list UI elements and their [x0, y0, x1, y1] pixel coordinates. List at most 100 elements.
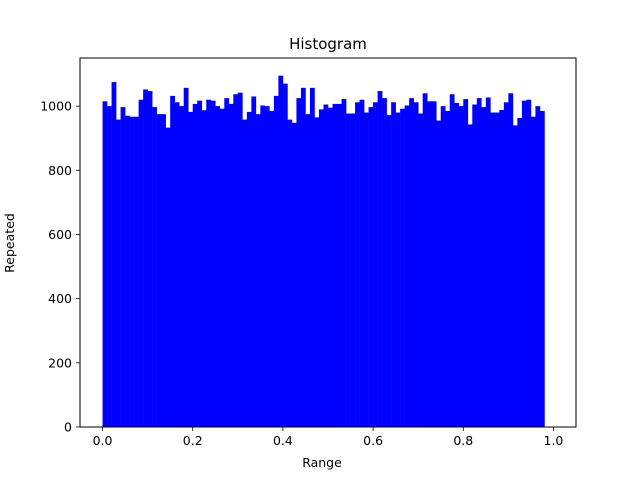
histogram-bar: [328, 107, 333, 428]
x-tick-label: 0.8: [453, 433, 473, 448]
x-tick-label: 0.2: [183, 433, 203, 448]
histogram-bar: [305, 114, 311, 428]
histogram-bar: [201, 110, 207, 427]
histogram-bar: [323, 104, 329, 427]
histogram-bar: [143, 89, 148, 427]
histogram-bar: [120, 107, 126, 427]
histogram-bar: [174, 102, 180, 427]
histogram-bar: [206, 99, 212, 427]
histogram-bar: [188, 111, 194, 427]
histogram-bar: [278, 75, 284, 427]
histogram-bar: [418, 113, 423, 427]
histogram-bar: [161, 114, 166, 428]
x-tick-label: 0.4: [273, 433, 293, 448]
histogram-bar: [192, 103, 198, 428]
histogram-bar: [111, 82, 117, 427]
histogram-bar: [413, 102, 419, 427]
histogram-bar: [309, 87, 315, 427]
histogram-bar: [535, 106, 541, 427]
histogram-bar: [449, 94, 455, 427]
histogram-bar: [440, 106, 446, 427]
histogram-bar: [436, 120, 442, 427]
histogram-bar: [156, 114, 162, 428]
histogram-bar: [260, 105, 266, 427]
histogram-bar: [255, 114, 261, 428]
histogram-bar: [454, 102, 460, 427]
histogram-bar: [237, 92, 243, 427]
histogram-bar: [282, 83, 288, 428]
histogram-bar: [183, 87, 189, 427]
plot-frame: [79, 57, 577, 428]
histogram-bar: [242, 119, 248, 427]
y-tick-label: 600: [48, 227, 72, 242]
x-tick-label: 0.6: [363, 433, 383, 448]
histogram-bar: [314, 117, 320, 427]
histogram-bar: [332, 103, 338, 428]
histogram-bar: [138, 99, 144, 427]
histogram-bar: [485, 97, 491, 428]
y-axis-ticks: 0 200 400 600 800 1000: [40, 99, 80, 435]
histogram-bar: [129, 116, 135, 428]
histogram-bar: [530, 116, 536, 428]
x-axis-label: Range: [302, 455, 342, 470]
histogram-bar: [490, 112, 496, 428]
histogram-bar: [296, 98, 302, 427]
histogram-bar: [116, 119, 121, 427]
histogram-bar: [386, 115, 392, 428]
histogram-bar: [337, 103, 342, 428]
histogram-bar: [463, 99, 469, 428]
histogram-bar: [521, 100, 527, 427]
histogram-bar: [499, 109, 505, 428]
histogram-bar: [291, 122, 297, 428]
histogram-bar: [287, 119, 293, 427]
histogram-bar: [219, 108, 225, 427]
x-tick-label: 1.0: [544, 433, 564, 448]
histogram-bar: [458, 106, 464, 427]
histogram-bar: [503, 102, 509, 427]
x-tick-label: 0.0: [93, 433, 113, 448]
chart-title: Histogram: [289, 35, 367, 53]
y-tick-label: 1000: [40, 99, 72, 114]
histogram-bar: [251, 96, 257, 428]
histogram-bar: [318, 109, 324, 428]
histogram-bar: [539, 110, 545, 427]
histogram-bar: [512, 125, 518, 428]
histogram-bar: [494, 112, 500, 428]
histogram-bar: [445, 110, 451, 427]
histogram-bar: [125, 115, 130, 427]
histogram-bar: [467, 124, 473, 428]
y-tick-label: 800: [48, 163, 72, 178]
histogram-bar: [179, 106, 185, 427]
x-axis-ticks: 0.0 0.2 0.4 0.6 0.8 1.0: [93, 427, 564, 448]
histogram-bar: [134, 116, 139, 428]
histogram-bar: [224, 98, 230, 427]
y-axis-label: Repeated: [2, 213, 17, 273]
histogram-bar: [273, 95, 279, 427]
histogram-bar: [409, 98, 414, 427]
histogram-bar: [422, 93, 428, 427]
histogram-bar: [355, 102, 360, 427]
histogram-bar: [472, 104, 478, 427]
histogram-bar: [517, 118, 523, 427]
histogram-bar: [102, 101, 108, 428]
histogram-bar: [377, 91, 383, 428]
histogram-bar: [228, 103, 234, 428]
histogram-bar: [233, 94, 239, 427]
histogram-bar: [269, 110, 275, 427]
y-tick-label: 400: [48, 291, 72, 306]
histogram-bar: [382, 98, 387, 427]
histogram-bar: [147, 91, 153, 428]
histogram-bar: [210, 100, 216, 427]
histogram-bar: [391, 102, 396, 427]
histogram-bar: [215, 106, 221, 427]
histogram-bar: [346, 113, 351, 427]
histogram-bar: [526, 99, 532, 427]
y-tick-label: 0: [64, 420, 72, 435]
histogram-bar: [107, 106, 112, 427]
histogram-bar: [431, 101, 437, 428]
histogram-bar: [404, 105, 410, 427]
histogram-bar: [481, 107, 487, 427]
histogram-bar: [476, 98, 482, 427]
